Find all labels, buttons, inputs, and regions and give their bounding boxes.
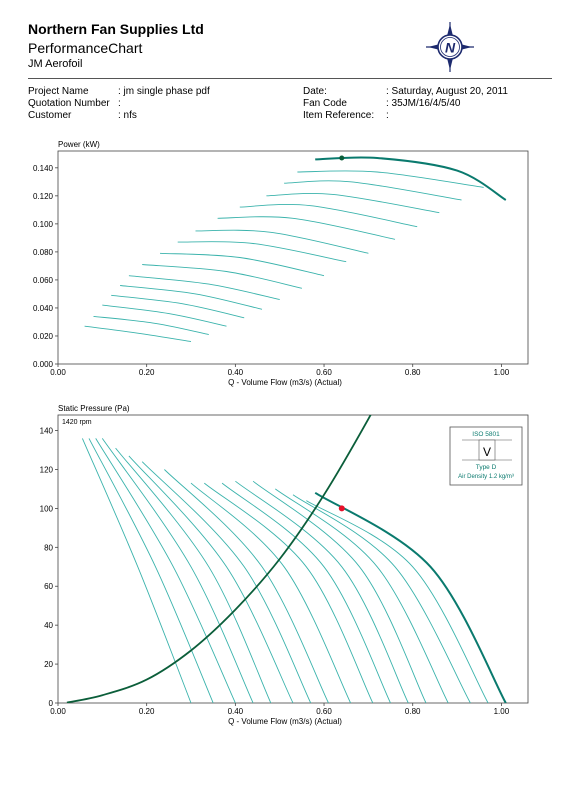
power-curve-14 <box>284 180 462 201</box>
page-subtitle: PerformanceChart <box>28 40 143 56</box>
pressure-curve-7 <box>141 461 312 703</box>
date-label: Date: <box>303 86 327 97</box>
pressure-x-tick-label: 0.60 <box>316 707 332 716</box>
project-name-label: Project Name <box>28 86 89 97</box>
power-x-axis-label: Q - Volume Flow (m3/s) (Actual) <box>228 378 342 387</box>
customer-label: Customer <box>28 110 72 121</box>
pressure-max-curve <box>314 491 507 703</box>
fan-type-label: Type D <box>476 464 497 471</box>
power-curve-13 <box>266 192 440 214</box>
svg-text:N: N <box>445 40 456 56</box>
power-y-tick-label: 0.140 <box>33 164 54 173</box>
pressure-curve-15 <box>292 494 471 703</box>
item-ref-label: Item Reference: <box>303 110 375 121</box>
pressure-x-tick-label: 0.80 <box>405 707 421 716</box>
power-y-tick-label: 0.060 <box>33 276 54 285</box>
header-divider <box>28 78 552 79</box>
power-curve-10 <box>195 229 369 254</box>
pressure-y-tick-label: 120 <box>40 465 54 474</box>
power-curve-4 <box>111 294 245 319</box>
power-plot-frame <box>57 150 529 365</box>
power-x-tick-label: 0.40 <box>228 368 244 377</box>
power-x-tick-label: 0.00 <box>50 368 66 377</box>
date-value: : Saturday, August 20, 2011 <box>386 86 508 97</box>
pressure-y-tick-label: 40 <box>44 621 53 630</box>
pressure-curve-8 <box>164 469 329 703</box>
pressure-curve-2 <box>88 438 214 703</box>
pressure-y-tick-label: 140 <box>40 427 54 436</box>
pressure-system-curve <box>66 415 372 703</box>
fan-code-label: Fan Code <box>303 98 347 109</box>
pressure-x-tick-label: 1.00 <box>494 707 510 716</box>
pressure-x-tick-label: 0.20 <box>139 707 155 716</box>
power-y-tick-label: 0.120 <box>33 192 54 201</box>
pressure-curve-14 <box>275 488 449 703</box>
power-y-tick-label: 0.100 <box>33 220 54 229</box>
power-y-tick-label: 0.000 <box>33 360 54 369</box>
fan-code-value: : 35JM/16/4/5/40 <box>386 98 461 109</box>
air-density-label: Air Density 1.2 kg/m³ <box>458 474 514 480</box>
power-curve-6 <box>128 275 280 300</box>
pressure-y-axis-label: Static Pressure (Pa) <box>58 404 130 413</box>
pressure-x-tick-label: 0.40 <box>228 707 244 716</box>
power-operating-point <box>339 155 345 161</box>
quotation-value: : <box>118 98 121 109</box>
power-curve-11 <box>217 216 396 240</box>
fan-symbol: V <box>483 445 491 459</box>
power-curve-1 <box>84 325 192 343</box>
power-curve-8 <box>159 252 325 277</box>
fan-symbol-box <box>478 439 496 461</box>
compass-n-icon: N <box>426 22 474 72</box>
pressure-curves <box>66 415 507 703</box>
pressure-curve-4 <box>101 438 254 703</box>
pressure-y-tick-label: 20 <box>44 660 53 669</box>
power-y-tick-label: 0.020 <box>33 332 54 341</box>
pressure-curve-5 <box>115 447 272 703</box>
pressure-x-axis-label: Q - Volume Flow (m3/s) (Actual) <box>228 717 342 726</box>
power-curve-15 <box>297 170 484 188</box>
customer-value: : nfs <box>118 110 137 121</box>
pressure-y-tick-label: 100 <box>40 504 54 513</box>
iso-legend-box: ISO 5801 V Type D Air Density 1.2 kg/m³ <box>449 426 523 486</box>
power-y-tick-label: 0.080 <box>33 248 54 257</box>
pressure-speed-annotation: 1420 rpm <box>62 419 92 426</box>
power-curves <box>84 156 507 343</box>
fan-model: JM Aerofoil <box>28 58 83 70</box>
pressure-curve-6 <box>128 455 294 703</box>
power-x-tick-label: 0.20 <box>139 368 155 377</box>
pressure-y-tick-label: 0 <box>49 699 54 708</box>
company-name: Northern Fan Supplies Ltd <box>28 21 204 37</box>
power-curve-3 <box>102 304 227 327</box>
iso-standard-label: ISO 5801 <box>472 431 500 438</box>
power-x-tick-label: 0.60 <box>316 368 332 377</box>
quotation-label: Quotation Number <box>28 98 110 109</box>
pressure-curve-16 <box>306 500 489 703</box>
project-name-value: : jm single phase pdf <box>118 86 210 97</box>
pressure-curve-3 <box>95 438 236 703</box>
pressure-x-tick-label: 0.00 <box>50 707 66 716</box>
pressure-operating-point <box>338 505 345 512</box>
pressure-curve-11 <box>221 482 391 703</box>
item-ref-value: : <box>386 110 389 121</box>
pressure-curve-10 <box>204 482 374 703</box>
pressure-y-tick-label: 60 <box>44 582 53 591</box>
power-y-tick-label: 0.040 <box>33 304 54 313</box>
power-x-tick-label: 0.80 <box>405 368 421 377</box>
pressure-curve-1 <box>81 438 192 703</box>
power-curve-9 <box>177 241 347 263</box>
power-curve-5 <box>120 285 263 310</box>
power-curve-12 <box>239 204 418 228</box>
power-y-axis-label: Power (kW) <box>58 140 100 149</box>
pressure-y-tick-label: 80 <box>44 543 53 552</box>
pressure-curve-13 <box>252 480 427 703</box>
pressure-curve-9 <box>190 482 352 703</box>
pressure-curve-12 <box>235 480 409 703</box>
power-chart: Power (kW) Q - Volume Flow (m3/s) (Actual… <box>33 140 529 387</box>
power-curve-2 <box>93 315 209 336</box>
power-x-tick-label: 1.00 <box>494 368 510 377</box>
power-curve-7 <box>142 264 302 289</box>
pressure-chart: Static Pressure (Pa) Q - Volume Flow (m3/… <box>40 404 529 726</box>
